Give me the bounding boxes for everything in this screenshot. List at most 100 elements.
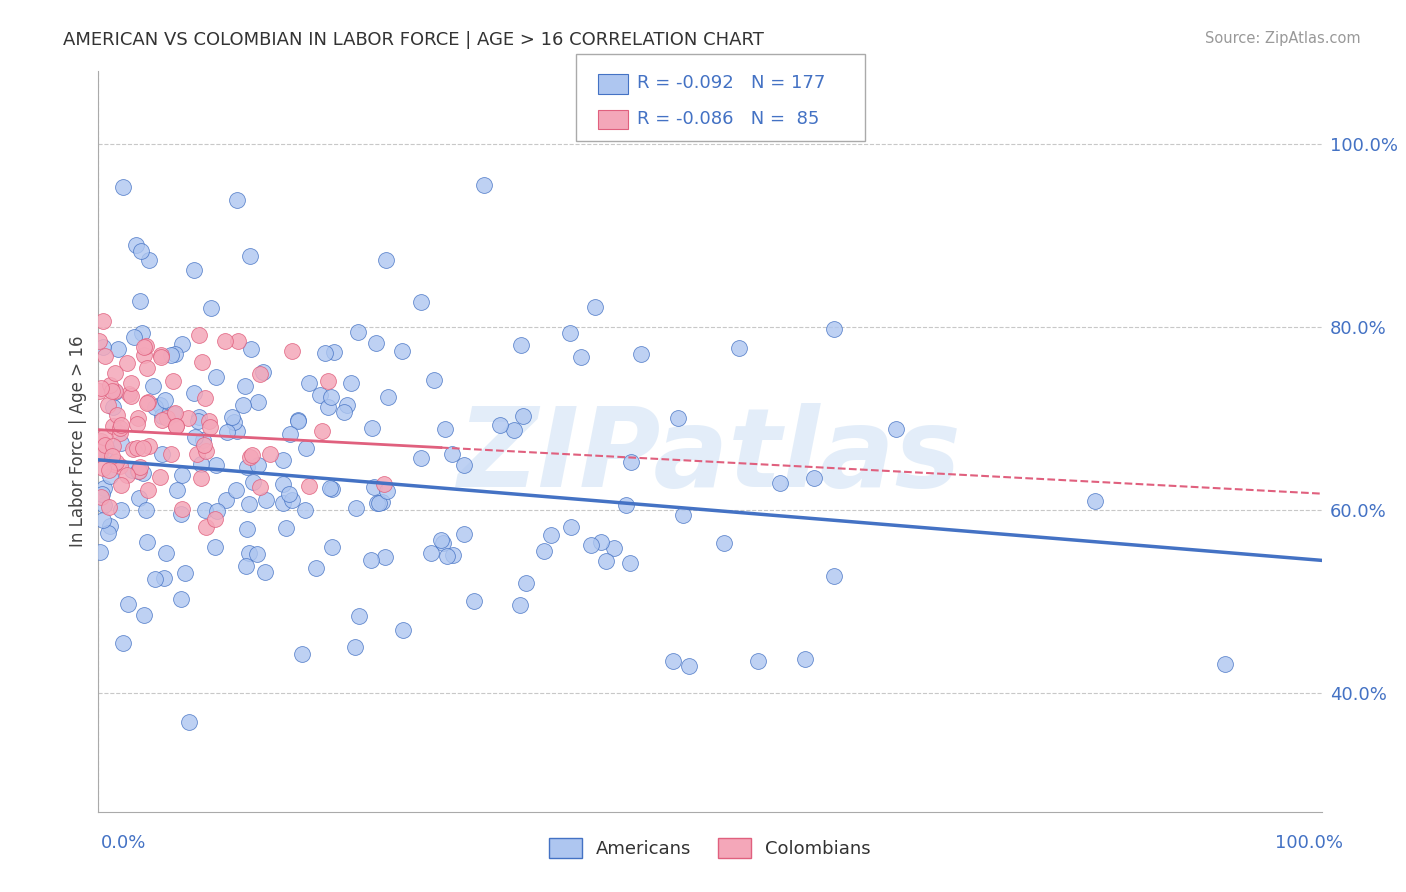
Point (238, 497, 260, 511)
Point (794, 651, 817, 665)
Point (316, 374, 339, 388)
Point (132, 467, 155, 481)
Point (281, 493, 304, 508)
Point (233, 379, 256, 393)
Point (453, 526, 475, 541)
Point (430, 533, 453, 548)
Point (149, 470, 172, 484)
Point (172, 468, 194, 483)
Point (190, 470, 212, 484)
Point (87, 384, 110, 398)
Point (89, 545, 111, 559)
Point (174, 566, 197, 580)
Point (281, 343, 304, 358)
Point (344, 501, 367, 516)
Point (533, 543, 555, 558)
Point (97, 500, 120, 514)
Point (472, 178, 495, 192)
Point (170, 507, 193, 521)
Point (368, 496, 391, 510)
Point (591, 535, 613, 549)
Point (672, 508, 695, 522)
Point (512, 409, 534, 424)
Point (374, 549, 396, 564)
Point (249, 367, 271, 381)
Point (183, 386, 205, 401)
Point (215, 425, 238, 439)
Point (136, 395, 159, 409)
Point (101, 384, 124, 398)
Point (630, 347, 652, 361)
Point (143, 572, 166, 586)
Point (226, 424, 249, 438)
Point (360, 553, 382, 567)
Point (98, 519, 121, 533)
Point (165, 406, 187, 420)
Point (238, 450, 260, 464)
Point (159, 348, 181, 362)
Point (150, 413, 173, 427)
Point (194, 443, 217, 458)
Point (308, 388, 330, 402)
Point (205, 503, 228, 517)
Point (278, 487, 301, 501)
Point (509, 598, 531, 612)
Point (90, 381, 112, 395)
Point (769, 475, 792, 490)
Point (236, 522, 259, 536)
Point (188, 410, 211, 425)
Point (131, 326, 153, 340)
Point (884, 422, 907, 436)
Point (191, 433, 214, 447)
Point (155, 392, 177, 407)
Point (125, 237, 148, 252)
Point (93, 438, 115, 452)
Point (187, 414, 209, 428)
Point (155, 546, 177, 560)
Point (360, 421, 382, 435)
Point (194, 503, 217, 517)
Point (101, 419, 124, 434)
Point (259, 447, 281, 461)
Point (727, 341, 749, 355)
Point (93, 350, 115, 364)
Point (436, 549, 458, 563)
Point (540, 527, 562, 541)
Point (432, 536, 454, 550)
Point (184, 430, 207, 444)
Point (197, 414, 219, 428)
Point (614, 498, 637, 512)
Point (194, 391, 217, 405)
Text: R = -0.092   N = 177: R = -0.092 N = 177 (637, 74, 825, 92)
Point (87, 445, 110, 459)
Point (225, 483, 247, 497)
Point (149, 348, 172, 362)
Point (273, 453, 295, 467)
Text: ZIPatlas: ZIPatlas (458, 403, 962, 510)
Point (311, 425, 333, 439)
Point (240, 448, 263, 462)
Point (159, 447, 181, 461)
Point (239, 249, 262, 263)
Point (254, 492, 277, 507)
Point (420, 546, 443, 560)
Point (118, 387, 141, 401)
Point (463, 594, 485, 608)
Point (93, 430, 115, 444)
Point (152, 409, 174, 423)
Point (247, 395, 270, 409)
Point (91, 340, 114, 354)
Point (298, 376, 321, 391)
Point (287, 412, 309, 426)
Point (205, 370, 228, 384)
Point (98, 463, 121, 477)
Point (156, 410, 179, 425)
Point (127, 410, 149, 425)
Point (441, 446, 464, 460)
Point (90, 434, 112, 448)
Point (246, 547, 269, 561)
Point (117, 468, 139, 483)
Point (271, 477, 294, 491)
Point (177, 715, 200, 730)
Point (98, 378, 121, 392)
